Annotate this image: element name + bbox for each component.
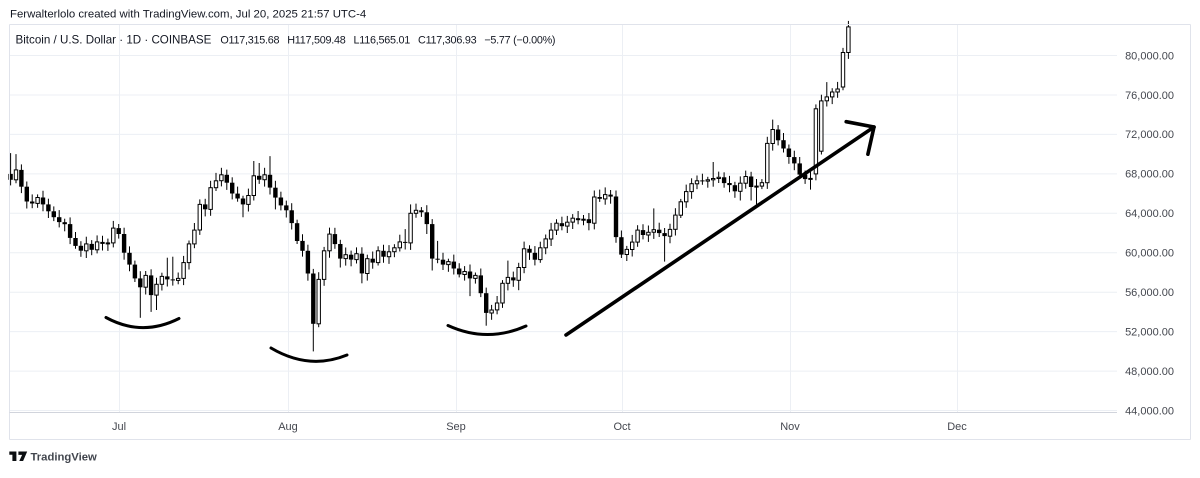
- svg-text:Aug: Aug: [278, 421, 298, 433]
- svg-text:68,000.00: 68,000.00: [1125, 169, 1174, 181]
- svg-text:44,000.00: 44,000.00: [1125, 405, 1174, 417]
- svg-text:Oct: Oct: [613, 421, 630, 433]
- svg-text:64,000.00: 64,000.00: [1125, 208, 1174, 220]
- svg-text:Ferwalterlolo created with Tra: Ferwalterlolo created with TradingView.c…: [10, 9, 366, 21]
- svg-text:80,000.00: 80,000.00: [1125, 50, 1174, 62]
- svg-text:76,000.00: 76,000.00: [1125, 90, 1174, 102]
- svg-text:Nov: Nov: [780, 421, 800, 433]
- svg-text:56,000.00: 56,000.00: [1125, 287, 1174, 299]
- svg-text:60,000.00: 60,000.00: [1125, 248, 1174, 260]
- svg-text:Dec: Dec: [947, 421, 967, 433]
- svg-text:72,000.00: 72,000.00: [1125, 129, 1174, 141]
- svg-text:48,000.00: 48,000.00: [1125, 366, 1174, 378]
- svg-text:Sep: Sep: [446, 421, 466, 433]
- svg-text:Jul: Jul: [112, 421, 126, 433]
- svg-text:52,000.00: 52,000.00: [1125, 327, 1174, 339]
- svg-text:TradingView: TradingView: [31, 452, 98, 464]
